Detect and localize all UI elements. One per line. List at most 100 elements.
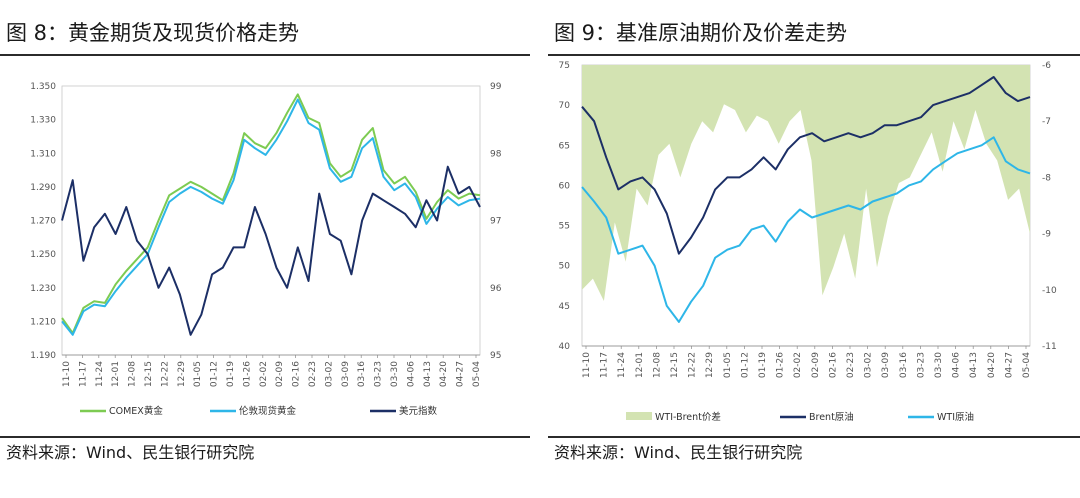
legend-label: COMEX黄金 bbox=[109, 405, 163, 417]
figure-8-bottom-rule bbox=[0, 436, 530, 438]
x-tick-label: 03-23 bbox=[916, 352, 926, 378]
x-tick-label: 03-16 bbox=[899, 352, 909, 378]
series-area-wti-brent-spread bbox=[582, 65, 1030, 301]
y-left-tick-label: 50 bbox=[559, 262, 571, 272]
x-tick-label: 12-29 bbox=[177, 361, 187, 387]
y-left-tick-label: 65 bbox=[559, 141, 570, 151]
x-tick-label: 03-09 bbox=[341, 361, 351, 387]
crude-oil-price-chart: 40 45 50 55 60 65 70 75 -11 -10 -9 -8 -7 -6 11-10 11-17… bbox=[559, 61, 1057, 423]
x-tick-label: 12-15 bbox=[670, 352, 680, 378]
y-right-tick-label: -6 bbox=[1042, 61, 1051, 71]
y-left-tick-label: 1.250 bbox=[30, 250, 56, 260]
x-tick-label: 03-02 bbox=[864, 352, 874, 378]
x-tick-label: 12-01 bbox=[635, 352, 645, 378]
y-right-tick-label: 99 bbox=[490, 82, 502, 92]
y-left-tick-label: 70 bbox=[559, 101, 571, 111]
x-tick-label: 04-27 bbox=[456, 361, 466, 387]
series-line-0 bbox=[61, 93, 481, 335]
x-tick-label: 11-17 bbox=[600, 352, 610, 378]
x-tick-label: 02-09 bbox=[275, 361, 285, 387]
legend-label: 美元指数 bbox=[399, 405, 438, 417]
x-tick-label: 01-12 bbox=[740, 352, 750, 378]
x-tick-label: 03-30 bbox=[934, 352, 944, 378]
x-tick-label: 12-22 bbox=[688, 352, 698, 378]
x-tick-label: 04-20 bbox=[439, 361, 449, 387]
gold-price-chart: 1.190 1.210 1.230 1.250 1.270 1.290 1.310 1.330… bbox=[30, 82, 502, 417]
y-left-tick-label: 1.310 bbox=[30, 149, 56, 159]
x-tick-label: 12-22 bbox=[160, 361, 170, 387]
figure-8-panel: 图 8：黄金期货及现货价格走势 1.190 1.210 1.230 1.250 1.27… bbox=[0, 0, 530, 498]
x-tick-label: 04-06 bbox=[406, 361, 416, 387]
x-tick-label: 01-05 bbox=[723, 352, 733, 378]
x-tick-label: 01-26 bbox=[776, 352, 786, 378]
x-tick-label: 05-04 bbox=[472, 361, 482, 387]
x-tick-label: 04-13 bbox=[423, 361, 433, 387]
legend-label: Brent原油 bbox=[809, 411, 854, 423]
x-tick-label: 11-24 bbox=[95, 361, 105, 387]
x-tick-label: 03-09 bbox=[881, 352, 891, 378]
x-tick-label: 11-24 bbox=[617, 352, 627, 378]
y-left-tick-label: 40 bbox=[559, 342, 571, 352]
x-tick-label: 12-08 bbox=[128, 361, 138, 387]
x-tick-label: 11-10 bbox=[582, 352, 592, 378]
x-tick-label: 02-02 bbox=[793, 352, 803, 378]
x-tick-label: 03-02 bbox=[324, 361, 334, 387]
x-tick-label: 03-23 bbox=[374, 361, 384, 387]
series-line-2 bbox=[61, 165, 481, 336]
y-left-tick-label: 1.190 bbox=[30, 351, 56, 361]
y-right-tick-label: 95 bbox=[490, 351, 501, 361]
x-tick-label: 12-08 bbox=[652, 352, 662, 378]
x-tick-label: 01-19 bbox=[226, 361, 236, 387]
y-left-tick-label: 1.290 bbox=[30, 183, 56, 193]
x-tick-label: 01-12 bbox=[210, 361, 220, 387]
y-right-tick-label: -10 bbox=[1042, 286, 1057, 296]
x-tick-label: 04-20 bbox=[987, 352, 997, 378]
y-left-tick-label: 1.270 bbox=[30, 217, 56, 227]
x-tick-label: 01-19 bbox=[758, 352, 768, 378]
x-tick-label: 03-30 bbox=[390, 361, 400, 387]
y-right-tick-label: -8 bbox=[1042, 173, 1051, 183]
figure-9-title: 图 9：基准原油期价及价差走势 bbox=[554, 21, 848, 45]
figure-8-source: 资料来源：Wind、民生银行研究院 bbox=[6, 443, 255, 462]
legend-label: WTI原油 bbox=[937, 411, 974, 423]
figure-9-source: 资料来源：Wind、民生银行研究院 bbox=[554, 443, 803, 462]
y-right-tick-label: -11 bbox=[1042, 342, 1057, 352]
x-tick-label: 02-23 bbox=[846, 352, 856, 378]
y-right-tick-label: -9 bbox=[1042, 230, 1051, 240]
x-tick-label: 12-29 bbox=[705, 352, 715, 378]
x-tick-label: 04-27 bbox=[1004, 352, 1014, 378]
x-tick-label: 12-15 bbox=[144, 361, 154, 387]
y-left-tick-label: 45 bbox=[559, 302, 570, 312]
series-line-0 bbox=[581, 76, 1031, 255]
x-tick-label: 04-06 bbox=[952, 352, 962, 378]
figure-8-top-rule bbox=[0, 54, 530, 56]
series-line-1 bbox=[61, 98, 481, 336]
x-tick-label: 11-17 bbox=[78, 361, 88, 387]
y-left-tick-label: 1.350 bbox=[30, 82, 56, 92]
y-right-tick-label: -7 bbox=[1042, 117, 1051, 127]
y-left-tick-label: 1.330 bbox=[30, 116, 56, 126]
figure-9-top-rule bbox=[548, 54, 1080, 56]
figure-9-bottom-rule bbox=[548, 436, 1080, 438]
x-tick-label: 02-16 bbox=[292, 361, 302, 387]
series-line-1 bbox=[581, 136, 1031, 323]
x-tick-label: 04-13 bbox=[969, 352, 979, 378]
figure-8-title: 图 8：黄金期货及现货价格走势 bbox=[6, 21, 300, 45]
y-left-tick-label: 1.230 bbox=[30, 284, 56, 294]
x-tick-label: 02-09 bbox=[811, 352, 821, 378]
y-right-tick-label: 97 bbox=[490, 217, 501, 227]
legend-label: WTI-Brent价差 bbox=[655, 411, 721, 423]
x-tick-label: 01-26 bbox=[242, 361, 252, 387]
legend-swatch bbox=[626, 412, 652, 420]
x-tick-label: 02-16 bbox=[828, 352, 838, 378]
x-tick-label: 05-04 bbox=[1022, 352, 1032, 378]
figure-9-panel: 图 9：基准原油期价及价差走势 40 45 50 55 60 65 70 75 -11 -10 -9… bbox=[548, 0, 1080, 498]
x-tick-label: 01-05 bbox=[193, 361, 203, 387]
x-tick-label: 03-16 bbox=[357, 361, 367, 387]
y-left-tick-label: 60 bbox=[559, 181, 571, 191]
x-tick-label: 02-23 bbox=[308, 361, 318, 387]
y-left-tick-label: 1.210 bbox=[30, 317, 56, 327]
y-right-tick-label: 96 bbox=[490, 284, 502, 294]
x-tick-label: 12-01 bbox=[111, 361, 121, 387]
y-left-tick-label: 75 bbox=[559, 61, 570, 71]
